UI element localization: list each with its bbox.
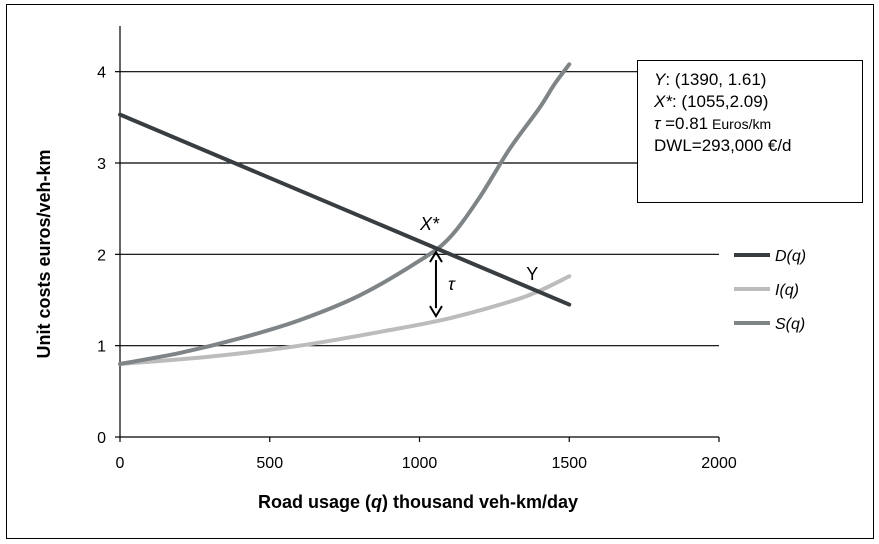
y-tick-label-1: 1 [97,339,106,356]
annotations: τ X* Y [419,214,538,319]
y-tick-label-2: 2 [97,247,106,264]
info-line-tau: τ =0.81 Euros/km [654,114,772,133]
y-tick-label-4: 4 [97,65,106,82]
legend: D(q) I(q) S(q) [734,248,806,333]
tau-label: τ [448,274,456,294]
info-line-y: Y: (1390, 1.61) [654,70,767,89]
legend-label-iq: I(q) [775,282,799,299]
x-tick-label-500: 500 [256,455,283,472]
x-axis-title: Road usage (q) thousand veh-km/day [258,492,578,512]
tick-labels: 0 1 2 3 4 0 500 1000 1500 2000 [97,65,737,472]
x-star-label: X* [419,214,440,234]
series-line-dq [118,112,572,307]
y-point-label: Y [526,264,538,284]
info-line-dwl: DWL=293,000 €/d [654,136,792,155]
series-line-iq [118,274,572,366]
legend-label-sq: S(q) [775,316,805,333]
info-line-xstar: X*: (1055,2.09) [654,92,769,111]
series-lines [118,62,572,366]
x-tick-label-0: 0 [116,455,125,472]
x-tick-label-1500: 1500 [551,455,587,472]
axes [115,26,720,442]
info-box: Y: (1390, 1.61) X*: (1055,2.09) τ =0.81 … [637,60,863,203]
x-axis-title-part2: ) thousand veh-km/day [382,492,578,512]
tau-arrow-head-down [429,305,443,319]
series-line-sq [118,62,572,366]
x-axis-title-part1: Road usage ( [258,492,371,512]
tau-arrow-head-up [429,250,443,263]
x-axis-title-var: q [371,492,382,512]
legend-label-dq: D(q) [775,248,806,265]
y-tick-label-3: 3 [97,156,106,173]
x-tick-label-2000: 2000 [701,455,737,472]
gridlines [120,71,719,347]
x-tick-label-1000: 1000 [402,455,438,472]
y-axis-title: Unit costs euros/veh-km [34,149,54,358]
y-tick-label-0: 0 [97,430,106,447]
